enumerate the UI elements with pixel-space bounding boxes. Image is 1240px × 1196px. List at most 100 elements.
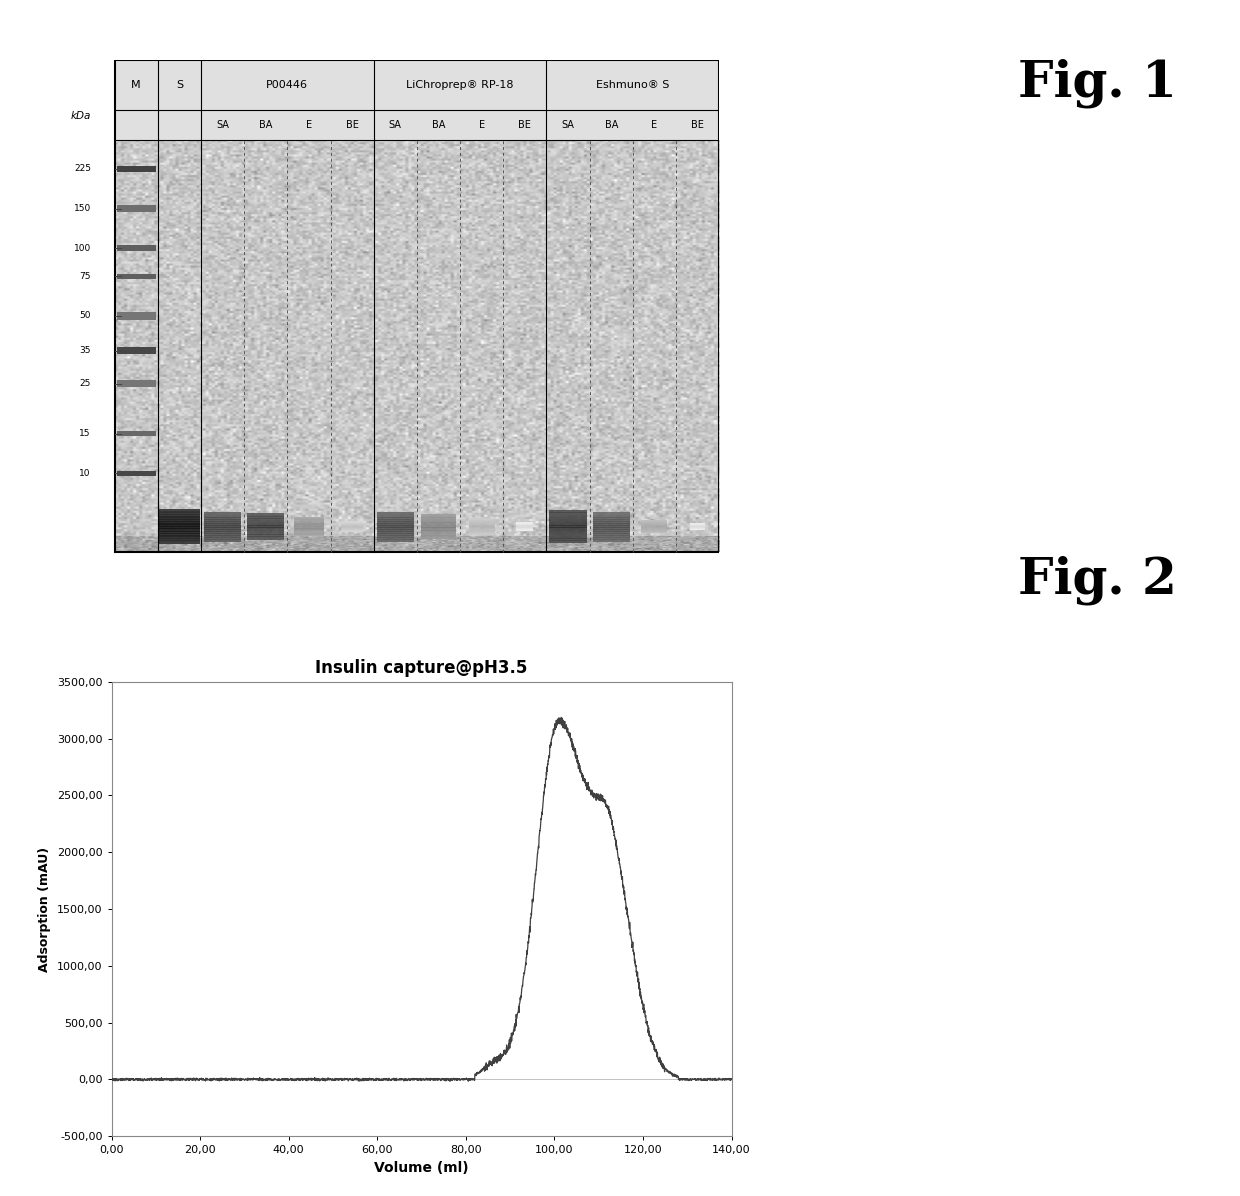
- Text: SA: SA: [216, 120, 229, 130]
- Bar: [641, 520, 667, 521]
- Bar: [549, 532, 587, 535]
- Bar: [377, 527, 414, 530]
- Bar: [469, 523, 495, 524]
- Bar: [205, 536, 241, 537]
- Bar: [247, 520, 284, 523]
- Bar: [159, 523, 200, 525]
- Y-axis label: Adsorption (mAU): Adsorption (mAU): [38, 847, 51, 971]
- Bar: [294, 533, 324, 535]
- Bar: [294, 531, 324, 532]
- Bar: [593, 524, 630, 526]
- Bar: [205, 515, 241, 518]
- Bar: [641, 523, 667, 525]
- Bar: [247, 529, 284, 531]
- Bar: [641, 532, 667, 533]
- Bar: [593, 531, 630, 533]
- Text: E: E: [479, 120, 485, 130]
- Bar: [159, 535, 200, 537]
- Bar: [294, 532, 324, 533]
- Bar: [377, 537, 414, 539]
- Bar: [641, 527, 667, 529]
- Bar: [159, 538, 200, 541]
- Bar: [422, 533, 456, 536]
- Bar: [422, 524, 456, 526]
- Bar: [294, 518, 324, 520]
- Bar: [641, 531, 667, 532]
- Bar: [377, 524, 414, 526]
- Bar: [205, 524, 241, 526]
- Bar: [117, 245, 156, 251]
- Bar: [549, 536, 587, 538]
- Bar: [117, 312, 156, 319]
- Bar: [205, 525, 241, 527]
- Text: Eshmuno® S: Eshmuno® S: [596, 80, 670, 90]
- Text: LiChroprep® RP-18: LiChroprep® RP-18: [407, 80, 513, 90]
- Bar: [159, 536, 200, 539]
- Bar: [294, 521, 324, 524]
- Text: BE: BE: [346, 120, 358, 130]
- Bar: [117, 206, 156, 212]
- Text: BE: BE: [691, 120, 704, 130]
- Bar: [294, 523, 324, 525]
- Bar: [377, 539, 414, 542]
- Bar: [469, 533, 495, 535]
- Bar: [469, 529, 495, 531]
- Bar: [159, 509, 200, 512]
- Bar: [159, 539, 200, 543]
- Bar: [205, 521, 241, 524]
- Bar: [377, 519, 414, 521]
- Bar: [159, 515, 200, 518]
- Bar: [593, 530, 630, 532]
- Bar: [377, 536, 414, 537]
- Bar: [159, 533, 200, 536]
- Bar: [159, 511, 200, 513]
- Bar: [469, 520, 495, 521]
- Bar: [549, 512, 587, 515]
- Text: 25: 25: [79, 379, 91, 389]
- Text: BA: BA: [259, 120, 273, 130]
- Bar: [469, 525, 495, 526]
- Text: Fig. 2: Fig. 2: [1018, 555, 1177, 605]
- Bar: [159, 527, 200, 531]
- Bar: [294, 527, 324, 529]
- Bar: [159, 518, 200, 520]
- Bar: [377, 533, 414, 536]
- Bar: [593, 539, 630, 542]
- Bar: [641, 519, 667, 521]
- X-axis label: Volume (ml): Volume (ml): [374, 1161, 469, 1174]
- Bar: [641, 524, 667, 525]
- Text: SA: SA: [562, 120, 574, 130]
- Bar: [247, 536, 284, 538]
- Bar: [549, 530, 587, 532]
- Bar: [205, 513, 241, 515]
- Bar: [469, 519, 495, 520]
- Bar: [422, 532, 456, 533]
- Bar: [159, 512, 200, 515]
- Bar: [593, 512, 630, 514]
- Bar: [549, 541, 587, 543]
- Bar: [247, 525, 284, 527]
- Text: 100: 100: [73, 244, 91, 252]
- Bar: [247, 538, 284, 541]
- Bar: [377, 530, 414, 532]
- Bar: [641, 523, 667, 524]
- Bar: [117, 431, 156, 437]
- Bar: [422, 536, 456, 537]
- Bar: [593, 518, 630, 520]
- Bar: [205, 518, 241, 520]
- Bar: [294, 517, 324, 519]
- Bar: [469, 532, 495, 533]
- Bar: [469, 524, 495, 525]
- Bar: [641, 526, 667, 529]
- Bar: [377, 512, 414, 514]
- Bar: [247, 524, 284, 526]
- Text: 10: 10: [79, 469, 91, 477]
- Bar: [593, 513, 630, 515]
- Bar: [593, 525, 630, 527]
- Bar: [549, 538, 587, 541]
- Bar: [593, 537, 630, 539]
- Bar: [159, 542, 200, 544]
- Bar: [247, 535, 284, 537]
- Bar: [422, 530, 456, 532]
- Bar: [422, 518, 456, 519]
